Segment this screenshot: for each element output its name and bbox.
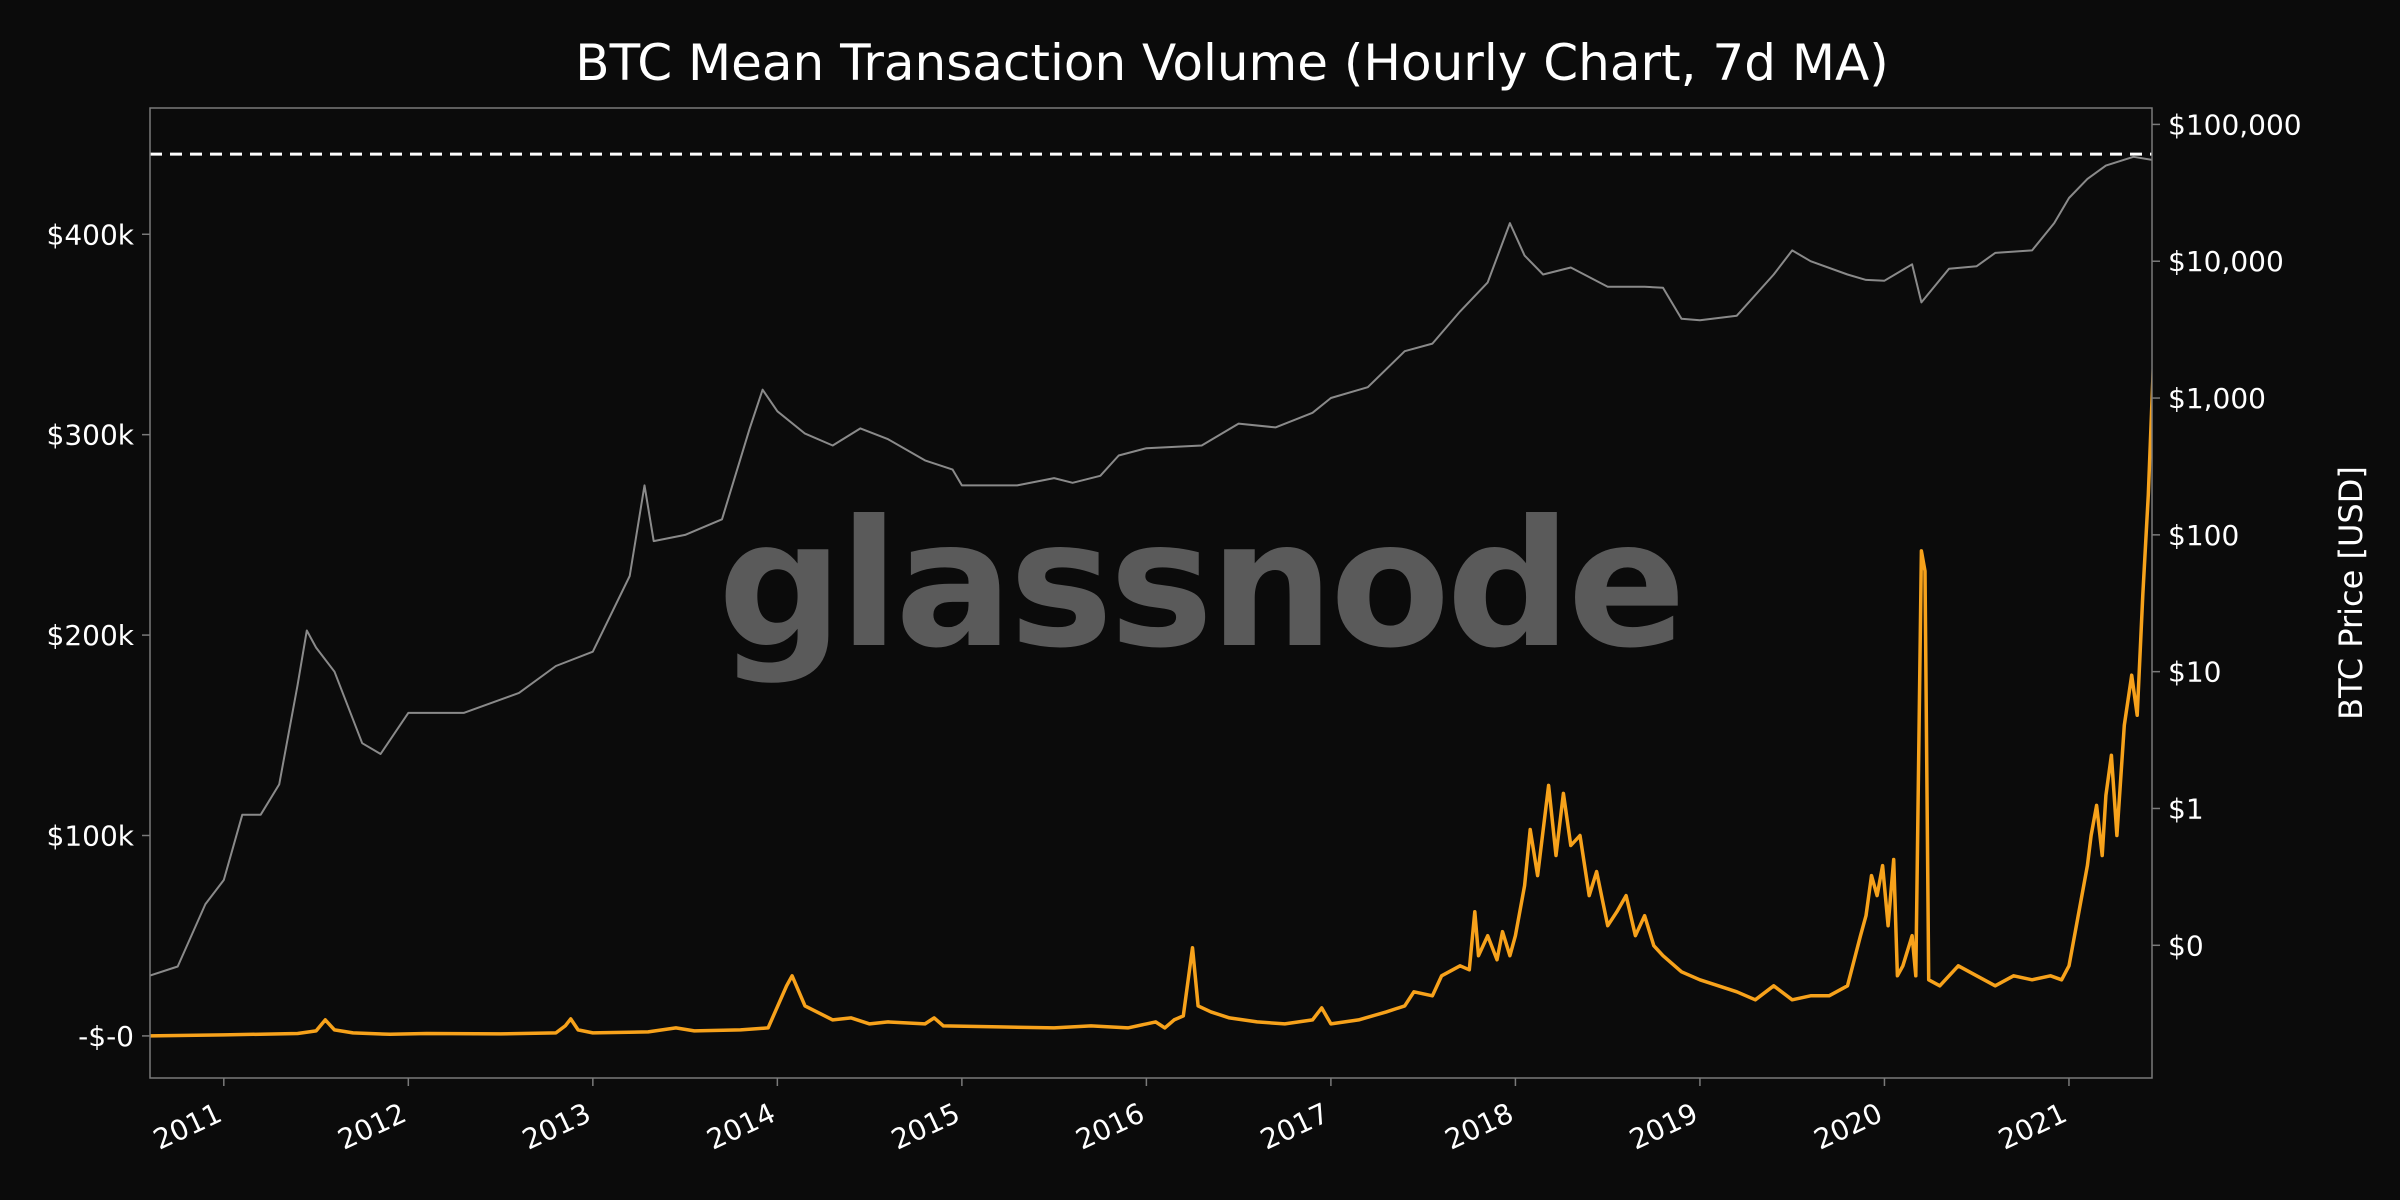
y-right-tick-label: $10 bbox=[2168, 656, 2221, 689]
y-right-tick-label: $10,000 bbox=[2168, 245, 2284, 278]
plot-frame bbox=[149, 107, 2153, 1079]
series-line-btc-price bbox=[150, 155, 2152, 977]
chart-title: BTC Mean Transaction Volume (Hourly Char… bbox=[575, 34, 1888, 92]
y-right-tick-label: $1,000 bbox=[2168, 382, 2266, 415]
y-right-tick-label: $0 bbox=[2168, 929, 2204, 962]
right-axis-label: BTC Price [USD] bbox=[2332, 466, 2370, 720]
watermark-logo: glassnode bbox=[718, 484, 1682, 687]
y-left-tick-label: -$-0 bbox=[78, 1020, 134, 1053]
y-left-tick-label: $200k bbox=[47, 619, 135, 652]
y-left-tick-label: $100k bbox=[47, 820, 135, 853]
y-right-tick-label: $100 bbox=[2168, 519, 2239, 552]
series-line-mean-transaction-volume bbox=[150, 355, 2152, 1038]
y-right-tick-label: $100,000 bbox=[2168, 108, 2302, 141]
y-right-tick-label: $1 bbox=[2168, 792, 2204, 825]
y-left-tick-label: $300k bbox=[47, 419, 135, 452]
y-left-tick-label: $400k bbox=[47, 218, 135, 251]
